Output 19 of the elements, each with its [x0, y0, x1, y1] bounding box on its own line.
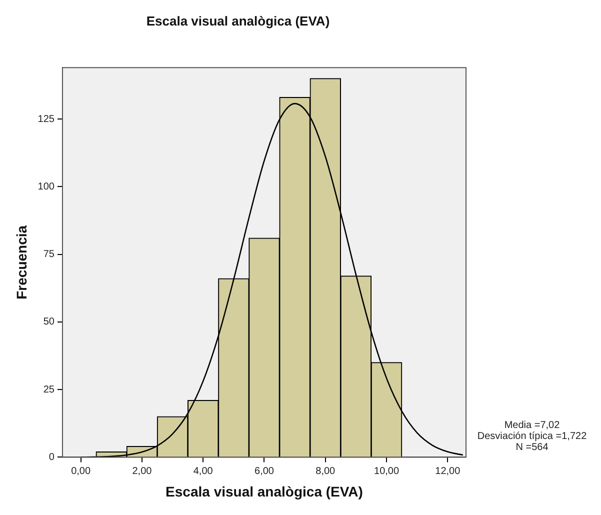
text: Desviación típica =1,722	[477, 430, 588, 442]
y-tick-label: 0	[48, 452, 55, 463]
x-tick-label: 0,00	[71, 466, 91, 477]
x-axis-title: Escala visual analògica (EVA)	[166, 483, 363, 500]
y-tick-label: 75	[43, 249, 55, 260]
x-tick-label: 12,00	[435, 466, 461, 477]
y-tick-label: 50	[43, 316, 55, 328]
text: Media =7,02	[504, 420, 560, 431]
x-tick-label: 2,00	[132, 466, 152, 477]
y-tick-label: 125	[38, 114, 55, 125]
x-tick-label: 4,00	[193, 466, 214, 477]
text: N =564	[516, 442, 549, 453]
y-axis-title: Frecuencia	[13, 225, 30, 300]
x-tick-label: 6,00	[254, 466, 274, 477]
chart-title: Escala visual analògica (EVA)	[146, 13, 330, 28]
x-tick-label: 8,00	[316, 466, 336, 477]
y-tick-label: 25	[43, 384, 55, 396]
x-tick-label: 10,00	[374, 466, 400, 477]
y-tick-label: 100	[38, 181, 55, 192]
